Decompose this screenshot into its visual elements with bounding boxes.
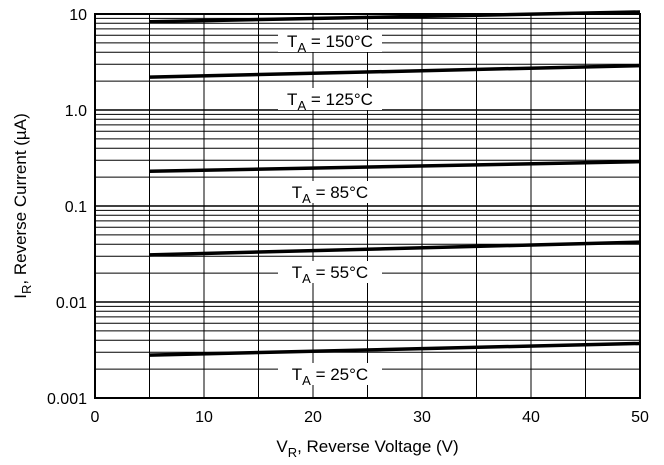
annotation-text: = 150°C: [306, 32, 373, 51]
x-axis-label-main: V: [276, 437, 288, 456]
annotation-background: [278, 181, 382, 203]
curve-annotation: TA = 25°C: [292, 365, 368, 388]
curve-annotation: TA = 125°C: [287, 90, 373, 113]
x-tick-label: 10: [195, 409, 213, 426]
y-axis-label: IR, Reverse Current (µA): [11, 113, 34, 298]
x-axis-label-sub: R: [288, 445, 297, 460]
x-tick-label: 50: [631, 409, 649, 426]
tick-labels: 0 10 20 30 40 50 0.001 0.01 0.1 1.0 10: [47, 7, 649, 426]
annotation-symbol: T: [292, 263, 302, 282]
x-tick-label: 0: [91, 409, 100, 426]
x-tick-label: 40: [522, 409, 540, 426]
annotation-text: = 125°C: [306, 90, 373, 109]
annotation-symbol: T: [287, 90, 297, 109]
annotation-subscript: A: [297, 40, 306, 55]
x-axis-label: VR, Reverse Voltage (V): [276, 437, 458, 460]
x-tick-label: 20: [304, 409, 322, 426]
series-lines: [149, 10, 641, 357]
y-tick-label: 1.0: [65, 103, 87, 120]
annotation-symbol: T: [287, 32, 297, 51]
annotation-subscript: A: [297, 98, 306, 113]
annotation-subscript: A: [302, 191, 311, 206]
annotation-background: [278, 363, 382, 385]
annotation-background: [278, 261, 382, 283]
curve-annotation: TA = 55°C: [292, 263, 368, 286]
annotation-background: [278, 30, 382, 52]
annotation-text: = 25°C: [311, 365, 368, 384]
annotation-background: [278, 88, 382, 110]
y-axis-label-sub: R: [19, 285, 34, 294]
y-axis-label-main: I: [11, 294, 30, 299]
curve-annotations: TA = 150°CTA = 125°CTA = 85°CTA = 55°CTA…: [278, 30, 382, 388]
series-line: [149, 159, 641, 174]
annotation-subscript: A: [302, 373, 311, 388]
y-tick-label: 0.01: [56, 295, 87, 312]
series-line: [149, 341, 641, 357]
series-line: [149, 240, 641, 257]
x-tick-label: 30: [413, 409, 431, 426]
annotation-symbol: T: [292, 183, 302, 202]
y-tick-label: 10: [69, 7, 87, 24]
annotation-text: = 55°C: [311, 263, 368, 282]
series-line: [149, 63, 641, 79]
curve-annotation: TA = 85°C: [292, 183, 368, 206]
annotation-text: = 85°C: [311, 183, 368, 202]
grid: [95, 14, 640, 398]
curve-annotation: TA = 150°C: [287, 32, 373, 55]
annotation-subscript: A: [302, 271, 311, 286]
y-tick-label: 0.001: [47, 391, 87, 408]
x-axis-label-rest: , Reverse Voltage (V): [297, 437, 459, 456]
y-tick-label: 0.1: [65, 199, 87, 216]
annotation-symbol: T: [292, 365, 302, 384]
y-axis-label-rest: , Reverse Current (µA): [11, 113, 30, 284]
plot-frame: [94, 13, 641, 399]
